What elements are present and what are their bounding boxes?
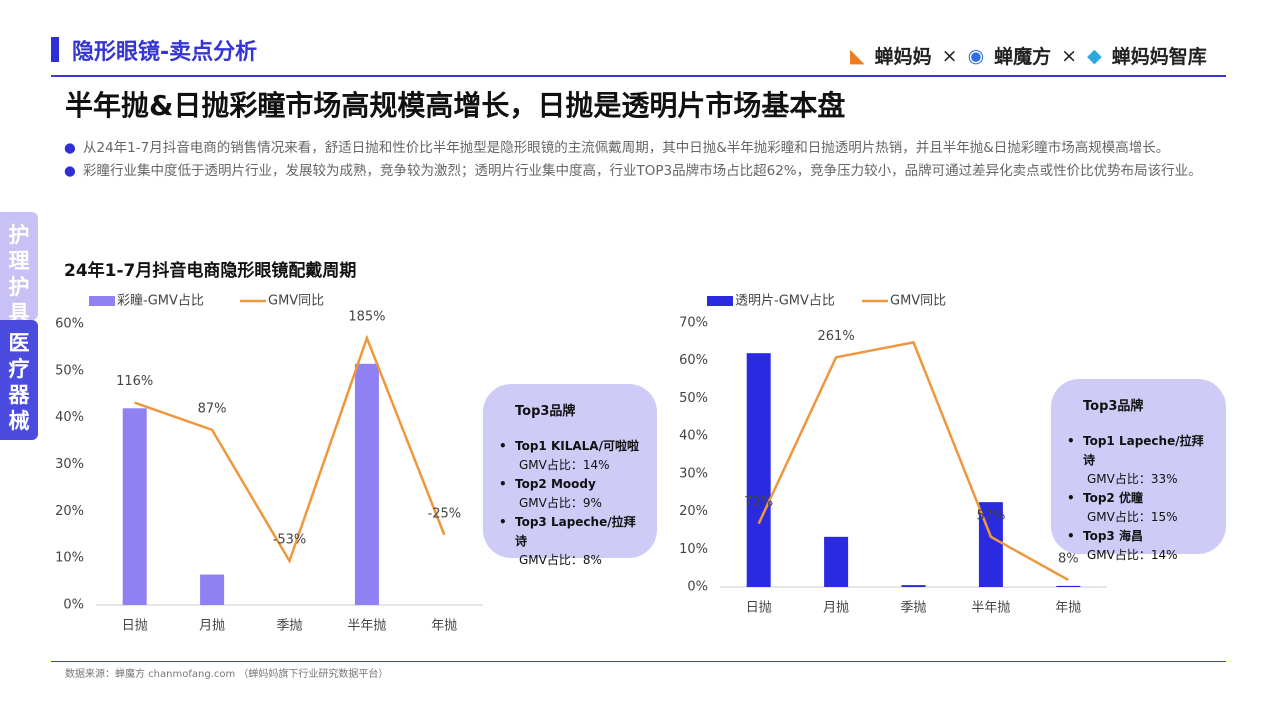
x-tick-label: 半年抛 <box>347 619 386 634</box>
value-label: -53% <box>273 532 307 547</box>
share: GMV占比：15% <box>1087 510 1178 524</box>
header-rule <box>51 75 1226 77</box>
value-label: 8% <box>1058 551 1079 566</box>
line <box>757 340 1069 582</box>
bar <box>901 585 926 587</box>
bullet-text: 从24年1-7月抖音电商的销售情况来看，舒适日抛和性价比半年抛型是隐形眼镜的主流… <box>83 140 1170 156</box>
bar <box>1056 585 1081 587</box>
bullet-text: 彩瞳行业集中度低于透明片行业，发展较为成熟，竞争较为激烈；透明片行业集中度高，行… <box>83 163 1202 179</box>
y-tick-label: 50% <box>55 363 84 378</box>
value-label: 116% <box>116 374 153 389</box>
brand: • Top2 Moody <box>499 475 641 494</box>
legend-swatch <box>707 296 733 306</box>
callout: Top3品牌 • Top1 KILALA/可啦啦 GMV占比：14% • Top2 Moo… <box>483 384 657 567</box>
callout-title: Top3品牌 <box>515 404 576 419</box>
legend-label: GMV同比 <box>890 294 946 309</box>
y-tick-label: 50% <box>679 391 708 406</box>
x-tick-label: 季抛 <box>276 619 302 634</box>
y-tick-label: 40% <box>55 410 84 425</box>
value-label: 72% <box>744 495 773 510</box>
bar <box>122 408 147 605</box>
side-tab: 医疗器械 <box>0 320 38 440</box>
dot: • <box>499 515 507 529</box>
dot: • <box>1067 529 1075 543</box>
logo-sep: × <box>941 44 958 67</box>
dot: • <box>1067 434 1075 448</box>
logo: 蝉妈妈智库 <box>1111 46 1207 68</box>
y-tick-label: 20% <box>679 504 708 519</box>
value-label: 87% <box>198 401 227 416</box>
x-tick-label: 日抛 <box>746 601 772 616</box>
share: GMV占比：14% <box>1087 548 1178 562</box>
bar <box>824 536 849 587</box>
callout-title: Top3品牌 <box>1083 399 1144 414</box>
x-tick-label: 季抛 <box>900 601 926 616</box>
y-tick-label: 30% <box>679 466 708 481</box>
y-tick-label: 30% <box>55 457 84 472</box>
legend-label: 透明片-GMV占比 <box>735 294 835 309</box>
logo-sep: × <box>1061 44 1078 67</box>
brand: • Top2 优瞳 <box>1067 489 1210 508</box>
x-tick-label: 半年抛 <box>971 601 1010 616</box>
callout: Top3品牌 • Top1 Lapeche/拉拜诗 GMV占比：33% • Top2 优瞳… <box>1051 379 1226 562</box>
y-tick-label: 60% <box>55 317 84 332</box>
x-tick-label: 月抛 <box>199 619 225 634</box>
value-label: -25% <box>428 506 462 521</box>
y-tick-label: 0% <box>687 580 708 595</box>
share: GMV占比：14% <box>519 458 610 472</box>
dot: • <box>499 439 507 453</box>
x-tick-label: 年抛 <box>1055 601 1081 616</box>
brand: • Top3 Lapeche/拉拜诗 <box>499 515 636 548</box>
line <box>134 334 446 564</box>
brand: • Top1 Lapeche/拉拜诗 <box>1067 434 1204 467</box>
footer: 数据来源：蝉魔方 chanmofang.com （蝉妈妈旗下行业研究数据平台） <box>65 669 389 680</box>
logo: 蝉魔方 <box>994 46 1052 68</box>
y-tick-label: 60% <box>679 353 708 368</box>
brand: • Top1 KILALA/可啦啦 <box>499 437 641 456</box>
y-tick-label: 10% <box>679 542 708 557</box>
brand: • Top3 海昌 <box>1067 527 1210 546</box>
bullet: ● 彩瞳行业集中度低于透明片行业，发展较为成熟，竞争较为激烈；透明片行业集中度高，… <box>64 160 1214 183</box>
chart-section-title: 24年1-7月抖音电商隐形眼镜配戴周期 <box>64 261 357 281</box>
share: GMV占比：33% <box>1087 472 1178 486</box>
y-tick-label: 70% <box>679 316 708 331</box>
logo: 蝉妈妈 <box>874 46 932 68</box>
value-label: 185% <box>348 310 385 325</box>
side-tab: 护理护具 <box>0 212 38 325</box>
section-title: 隐形眼镜-卖点分析 <box>72 40 258 65</box>
x-tick-label: 日抛 <box>122 619 148 634</box>
bar <box>746 353 771 587</box>
dot: • <box>1067 491 1075 505</box>
bar <box>200 574 225 605</box>
bar <box>354 363 379 605</box>
section-marker <box>51 37 59 62</box>
logos: ◣ 蝉妈妈 × ◉ 蝉魔方 × ◆ 蝉妈妈智库 <box>850 42 1207 69</box>
bullet: ● 从24年1-7月抖音电商的销售情况来看，舒适日抛和性价比半年抛型是隐形眼镜的主… <box>64 137 1214 160</box>
footer-rule <box>51 661 1226 662</box>
y-tick-label: 10% <box>55 551 84 566</box>
bullets: ● 从24年1-7月抖音电商的销售情况来看，舒适日抛和性价比半年抛型是隐形眼镜的主… <box>64 137 1214 183</box>
legend-swatch <box>89 296 115 306</box>
y-tick-label: 0% <box>63 598 84 613</box>
x-tick-label: 年抛 <box>431 619 457 634</box>
share: GMV占比：8% <box>519 553 602 567</box>
value-label: 57% <box>976 508 1005 523</box>
share: GMV占比：9% <box>519 496 602 510</box>
value-label: 261% <box>818 329 855 344</box>
legend-label: GMV同比 <box>268 294 324 309</box>
y-tick-label: 40% <box>679 429 708 444</box>
x-tick-label: 月抛 <box>823 601 849 616</box>
y-tick-label: 20% <box>55 504 84 519</box>
slide-title: 半年抛&日抛彩瞳市场高规模高增长，日抛是透明片市场基本盘 <box>65 89 846 122</box>
legend-label: 彩瞳-GMV占比 <box>117 294 204 309</box>
dot: • <box>499 477 507 491</box>
